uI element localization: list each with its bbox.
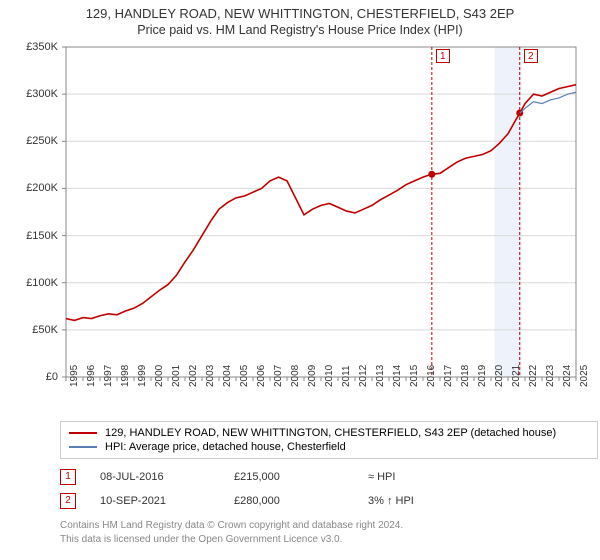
legend-swatch-property [69, 432, 97, 434]
y-tick-label: £350K [26, 41, 58, 53]
legend-row-property: 129, HANDLEY ROAD, NEW WHITTINGTON, CHES… [69, 426, 589, 440]
event-date-1: 08-JUL-2016 [100, 471, 210, 483]
title-line-2: Price paid vs. HM Land Registry's House … [10, 23, 590, 37]
event-marker-1-in-plot: 1 [436, 49, 450, 63]
footer: Contains HM Land Registry data © Crown c… [60, 519, 580, 546]
y-tick-label: £200K [26, 182, 58, 194]
event-price-2: £280,000 [234, 495, 344, 507]
y-tick-label: £100K [26, 277, 58, 289]
event-marker-1: 1 [60, 469, 76, 485]
event-delta-1: ≈ HPI [368, 471, 478, 483]
x-tick-label: 2025 [579, 365, 600, 387]
legend-row-hpi: HPI: Average price, detached house, Ches… [69, 440, 589, 454]
event-date-2: 10-SEP-2021 [100, 495, 210, 507]
legend-label-hpi: HPI: Average price, detached house, Ches… [105, 441, 346, 453]
event-marker-2-in-plot: 2 [524, 49, 538, 63]
events-table: 1 08-JUL-2016 £215,000 ≈ HPI 2 10-SEP-20… [60, 465, 580, 513]
legend-label-property: 129, HANDLEY ROAD, NEW WHITTINGTON, CHES… [105, 427, 556, 439]
legend: 129, HANDLEY ROAD, NEW WHITTINGTON, CHES… [60, 421, 598, 459]
y-tick-label: £250K [26, 135, 58, 147]
event-delta-2: 3% ↑ HPI [368, 495, 478, 507]
event-marker-2: 2 [60, 493, 76, 509]
y-tick-label: £50K [32, 324, 58, 336]
event-price-1: £215,000 [234, 471, 344, 483]
footer-line-2: This data is licensed under the Open Gov… [60, 533, 580, 547]
y-tick-label: £0 [46, 371, 58, 383]
price-chart: £0£50K£100K£150K£200K£250K£300K£350K1995… [20, 43, 580, 413]
y-tick-label: £300K [26, 88, 58, 100]
event-row-2: 2 10-SEP-2021 £280,000 3% ↑ HPI [60, 489, 580, 513]
event-row-1: 1 08-JUL-2016 £215,000 ≈ HPI [60, 465, 580, 489]
y-tick-label: £150K [26, 230, 58, 242]
title-line-1: 129, HANDLEY ROAD, NEW WHITTINGTON, CHES… [10, 6, 590, 21]
legend-swatch-hpi [69, 446, 97, 448]
footer-line-1: Contains HM Land Registry data © Crown c… [60, 519, 580, 533]
